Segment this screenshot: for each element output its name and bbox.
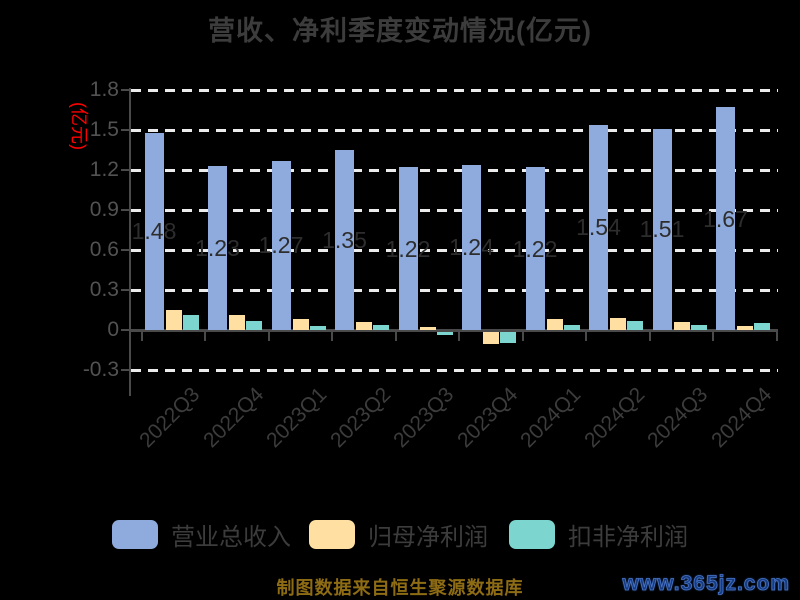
x-axis-tick bbox=[712, 330, 714, 341]
bar-归母净利润-2023Q4 bbox=[483, 332, 499, 344]
bar-归母净利润-2024Q3 bbox=[673, 322, 690, 330]
x-axis-tick bbox=[521, 330, 524, 341]
bar-扣非净利润-2023Q1 bbox=[309, 326, 326, 330]
bar-归母净利润-2022Q4 bbox=[229, 315, 245, 330]
bar-归母净利润-2024Q2 bbox=[610, 318, 626, 330]
x-axis-tick bbox=[267, 330, 270, 341]
y-tick-mark bbox=[121, 209, 129, 211]
bar-营业总收入-2023Q2 bbox=[335, 150, 354, 330]
gridline--0.3 bbox=[131, 368, 778, 372]
gridline-0.3 bbox=[131, 288, 778, 292]
bar-value-label: 1.27 bbox=[258, 232, 304, 259]
bar-扣非净利润-2024Q4 bbox=[754, 323, 770, 330]
x-axis-baseline bbox=[129, 329, 778, 332]
bar-营业总收入-2024Q4 bbox=[716, 107, 735, 330]
bar-扣非净利润-2024Q3 bbox=[690, 324, 707, 330]
y-tick-label: 1.8 bbox=[89, 78, 119, 101]
legend-swatch-扣非净利润 bbox=[509, 520, 555, 549]
bar-扣非净利润-2022Q3 bbox=[182, 315, 199, 330]
bar-value-label: 1.23 bbox=[195, 235, 240, 261]
x-axis-tick bbox=[394, 330, 397, 341]
gridline-0.9 bbox=[131, 208, 778, 212]
bar-value-label: 1.22 bbox=[512, 235, 558, 262]
y-tick-label: 1.2 bbox=[89, 158, 119, 181]
bar-归母净利润-2023Q3 bbox=[419, 327, 436, 330]
gridline-1.8 bbox=[131, 88, 778, 92]
legend-swatch-营业总收入 bbox=[112, 520, 158, 549]
bar-value-label: 1.51 bbox=[639, 216, 685, 243]
x-axis-tick bbox=[585, 330, 587, 341]
y-tick-label: -0.3 bbox=[82, 358, 119, 381]
x-axis-tick bbox=[458, 330, 460, 341]
y-tick-label: 0 bbox=[107, 318, 119, 341]
y-tick-label: 0.3 bbox=[89, 278, 119, 301]
bar-扣非净利润-2023Q3 bbox=[436, 332, 453, 335]
legend-item-归母净利润: 归母净利润 bbox=[309, 517, 488, 552]
y-tick-mark bbox=[121, 129, 129, 131]
bar-营业总收入-2023Q1 bbox=[271, 160, 291, 330]
bar-营业总收入-2024Q3 bbox=[652, 128, 672, 330]
y-tick-mark bbox=[121, 289, 129, 291]
x-axis-tick bbox=[140, 330, 143, 341]
bar-value-label: 1.22 bbox=[385, 235, 431, 262]
legend-label-扣非净利润: 扣非净利润 bbox=[568, 524, 688, 551]
y-tick-mark bbox=[121, 169, 129, 171]
bar-归母净利润-2022Q3 bbox=[165, 310, 182, 330]
bar-扣非净利润-2023Q4 bbox=[500, 332, 516, 343]
y-tick-mark bbox=[121, 329, 129, 331]
bar-归母净利润-2024Q1 bbox=[546, 319, 563, 330]
bar-营业总收入-2024Q2 bbox=[589, 124, 608, 330]
gridline-1.2 bbox=[131, 168, 778, 172]
x-tick-label-2024Q4: 2024Q4 bbox=[706, 383, 777, 453]
y-axis-line bbox=[129, 88, 131, 396]
legend-label-营业总收入: 营业总收入 bbox=[171, 524, 291, 551]
data-source-note: 制图数据来自恒生聚源数据库 bbox=[276, 578, 524, 598]
legend-item-扣非净利润: 扣非净利润 bbox=[509, 517, 688, 552]
bar-归母净利润-2023Q1 bbox=[292, 319, 309, 330]
chart-title: 营收、净利季度变动情况(亿元) bbox=[208, 16, 592, 46]
bar-营业总收入-2024Q1 bbox=[525, 167, 545, 330]
bar-扣非净利润-2024Q2 bbox=[627, 320, 643, 330]
legend-label-归母净利润: 归母净利润 bbox=[368, 524, 488, 551]
x-axis-tick bbox=[331, 330, 333, 341]
y-tick-label: 1.5 bbox=[89, 118, 119, 141]
bar-营业总收入-2023Q3 bbox=[398, 167, 418, 330]
y-tick-mark bbox=[121, 249, 129, 251]
bar-value-label: 1.54 bbox=[576, 214, 621, 241]
bar-value-label: 1.24 bbox=[449, 234, 494, 261]
y-tick-label: 0.9 bbox=[89, 198, 119, 221]
bar-归母净利润-2023Q2 bbox=[356, 322, 372, 330]
y-tick-label: 0.6 bbox=[89, 238, 119, 261]
x-axis-tick bbox=[204, 330, 206, 341]
bar-扣非净利润-2023Q2 bbox=[373, 324, 389, 330]
legend-swatch-归母净利润 bbox=[309, 520, 355, 549]
x-axis-tick bbox=[648, 330, 651, 341]
bar-扣非净利润-2022Q4 bbox=[246, 320, 262, 330]
bar-value-label: 1.35 bbox=[322, 227, 367, 253]
bar-营业总收入-2022Q3 bbox=[144, 132, 164, 330]
bar-营业总收入-2022Q4 bbox=[208, 166, 227, 330]
gridline-0.6 bbox=[131, 248, 778, 252]
bar-扣非净利润-2024Q1 bbox=[563, 324, 580, 330]
y-tick-mark bbox=[121, 369, 129, 371]
gridline-1.5 bbox=[131, 128, 778, 132]
bar-归母净利润-2024Q4 bbox=[737, 326, 753, 330]
bar-value-label: 1.67 bbox=[703, 205, 748, 232]
bar-value-label: 1.48 bbox=[131, 218, 177, 245]
legend-item-营业总收入: 营业总收入 bbox=[112, 517, 291, 552]
x-axis-tick bbox=[775, 330, 778, 341]
bar-营业总收入-2023Q4 bbox=[462, 164, 481, 330]
y-tick-mark bbox=[121, 89, 129, 91]
watermark-url: www.365jz.com bbox=[622, 572, 790, 596]
